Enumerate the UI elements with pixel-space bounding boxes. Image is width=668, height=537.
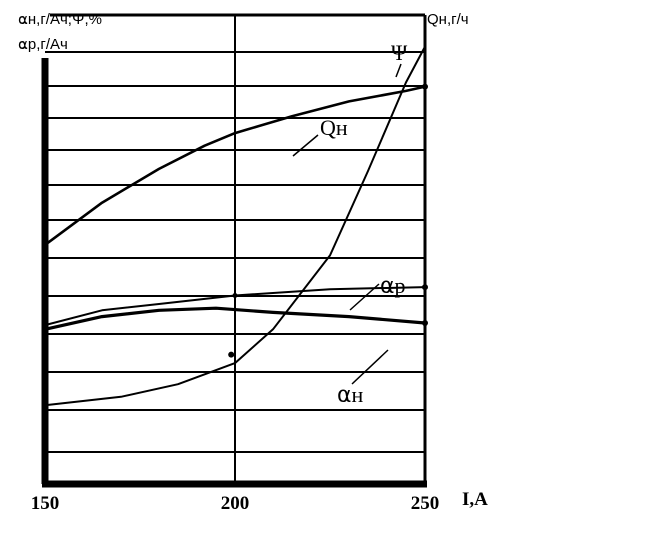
series-line-qn bbox=[44, 85, 426, 246]
marker-alpha-r-200 bbox=[232, 293, 238, 299]
leader-line-0 bbox=[395, 63, 402, 78]
series-line-psi bbox=[44, 46, 426, 407]
series-line-alpha-n bbox=[44, 306, 426, 331]
marker-qn-250 bbox=[422, 83, 428, 90]
marker-psi-200 bbox=[228, 351, 235, 358]
right-axis-label: Qн,г/ч bbox=[427, 11, 469, 28]
left-axis-label-2: ⍺р,г/Ач bbox=[18, 36, 68, 53]
leader-line-1 bbox=[292, 134, 319, 157]
tick-labels: 150 200 250 I,A bbox=[31, 489, 488, 514]
x-tick-label-1: 200 bbox=[221, 493, 250, 514]
series-line-alpha-r bbox=[44, 286, 426, 327]
series-labels: Ψ Qн ⍺р ⍺н bbox=[292, 40, 408, 407]
axes bbox=[41, 13, 427, 488]
leader-line-2 bbox=[349, 283, 380, 311]
x-tick-label-2: 250 bbox=[411, 493, 440, 514]
series-layer bbox=[44, 46, 428, 407]
leader-line-3 bbox=[351, 349, 389, 385]
marker-alpha-n-250 bbox=[422, 319, 428, 326]
marker-alpha-r-250 bbox=[422, 284, 428, 291]
x-tick-label-0: 150 bbox=[31, 493, 60, 514]
x-axis-label: I,A bbox=[462, 489, 488, 510]
label-qn: Qн bbox=[320, 115, 348, 140]
label-alpha-r: ⍺р bbox=[380, 273, 406, 298]
label-psi: Ψ bbox=[391, 40, 408, 65]
grid bbox=[45, 15, 425, 484]
label-alpha-n: ⍺н bbox=[337, 382, 364, 407]
